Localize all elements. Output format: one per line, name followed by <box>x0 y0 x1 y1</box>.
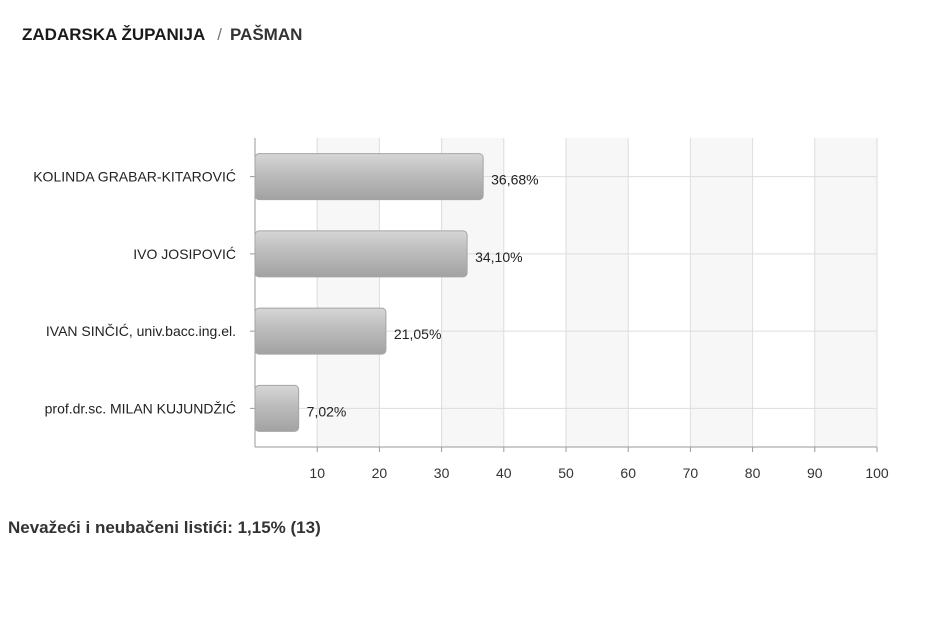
x-tick-label: 100 <box>865 465 889 481</box>
x-tick-label: 40 <box>496 465 512 481</box>
grid-band <box>814 138 877 447</box>
x-tick-label: 30 <box>434 465 450 481</box>
x-tick-label: 20 <box>372 465 388 481</box>
value-label: 34,10% <box>475 249 522 265</box>
x-tick-label: 70 <box>683 465 699 481</box>
x-tick-label: 50 <box>558 465 574 481</box>
category-label: IVO JOSIPOVIĆ <box>133 246 236 262</box>
bar <box>254 384 300 432</box>
x-tick-label: 80 <box>745 465 761 481</box>
breadcrumb-place: PAŠMAN <box>229 25 303 44</box>
value-label: 36,68% <box>491 172 538 188</box>
category-label: prof.dr.sc. MILAN KUJUNDŽIĆ <box>45 400 236 416</box>
x-tick-label: 60 <box>620 465 636 481</box>
invalid-ballots-summary: Nevažeći i neubačeni listići: 1,15% (13) <box>8 518 321 537</box>
x-tick-label: 90 <box>807 465 823 481</box>
breadcrumb-separator: / <box>217 25 222 44</box>
breadcrumb-region[interactable]: ZADARSKA ŽUPANIJA <box>22 25 206 44</box>
breadcrumb: ZADARSKA ŽUPANIJA / PAŠMAN <box>22 25 302 45</box>
category-label: KOLINDA GRABAR-KITAROVIĆ <box>33 169 236 185</box>
x-tick-label: 10 <box>309 465 325 481</box>
value-label: 7,02% <box>307 403 347 419</box>
bar <box>254 307 387 355</box>
grid-band <box>690 138 753 447</box>
grid-band <box>566 138 629 447</box>
results-bar-chart: 10 20 30 40 50 60 70 80 90 100 KOLINDA GRABAR-KIT… <box>33 138 889 481</box>
value-label: 21,05% <box>394 326 441 342</box>
bar <box>254 153 484 201</box>
category-label: IVAN SINČIĆ, univ.bacc.ing.el. <box>46 323 236 339</box>
bar <box>254 230 468 278</box>
